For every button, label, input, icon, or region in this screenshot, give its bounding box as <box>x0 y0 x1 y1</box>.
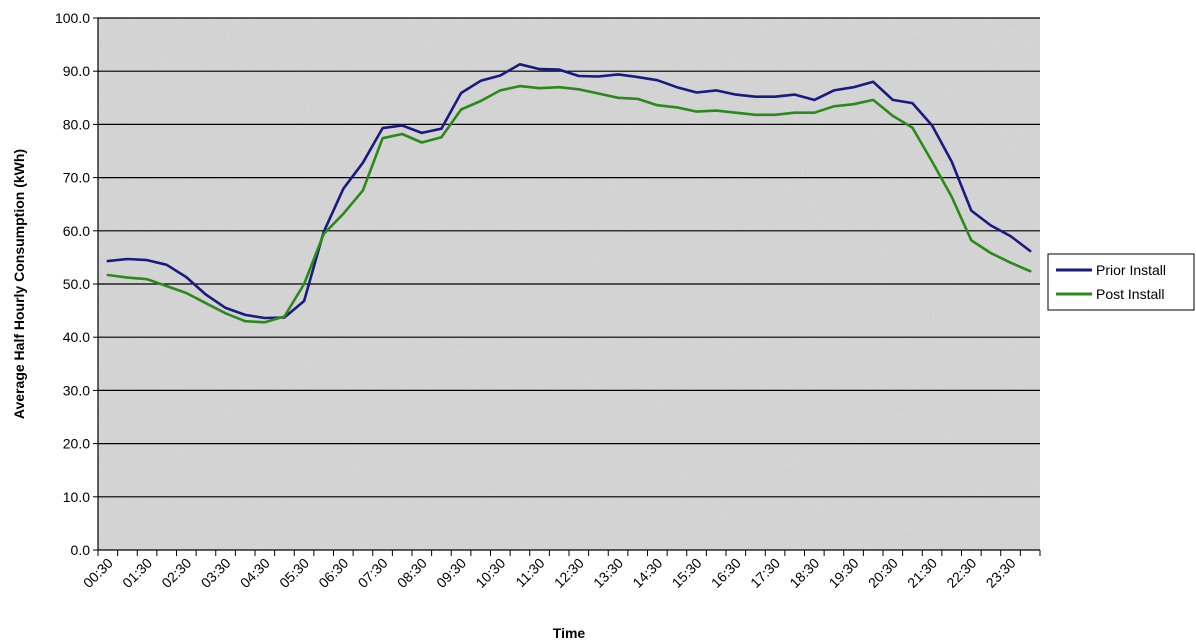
x-tick-label: 18:30 <box>786 555 822 591</box>
y-tick-label: 40.0 <box>63 329 90 345</box>
x-tick-label: 06:30 <box>315 555 351 591</box>
y-tick-label: 60.0 <box>63 223 90 239</box>
axes <box>93 17 1041 556</box>
x-tick-label: 17:30 <box>747 555 783 591</box>
y-axis-title: Average Half Hourly Consumption (kWh) <box>11 149 27 419</box>
x-tick-label: 00:30 <box>80 555 116 591</box>
x-tick-label: 21:30 <box>904 555 940 591</box>
gridlines <box>98 17 1040 498</box>
series-lines <box>106 63 1032 324</box>
x-tick-label: 12:30 <box>551 555 587 591</box>
x-tick-label: 01:30 <box>119 555 155 591</box>
legend-box <box>1047 253 1195 311</box>
legend: Prior Install Post Install <box>1047 253 1195 311</box>
legend-label: Prior Install <box>1096 262 1166 278</box>
x-axis-title: Time <box>553 625 586 641</box>
x-tick-label: 05:30 <box>276 555 312 591</box>
y-tick-label: 90.0 <box>63 63 90 79</box>
x-tick-label: 19:30 <box>826 555 862 591</box>
y-tick-label: 100.0 <box>55 10 90 26</box>
x-tick-label: 20:30 <box>865 555 901 591</box>
x-tick-label: 15:30 <box>669 555 705 591</box>
y-tick-label: 80.0 <box>63 116 90 132</box>
x-tick-label: 07:30 <box>355 555 391 591</box>
y-tick-label: 20.0 <box>63 436 90 452</box>
x-tick-label: 23:30 <box>983 555 1019 591</box>
x-tick-label: 09:30 <box>433 555 469 591</box>
y-tick-label: 30.0 <box>63 382 90 398</box>
x-tick-label: 11:30 <box>512 555 548 591</box>
x-tick-label: 14:30 <box>629 555 665 591</box>
y-tick-label: 70.0 <box>63 170 90 186</box>
legend-label: Post Install <box>1096 286 1164 302</box>
y-tick-label: 0.0 <box>71 542 91 558</box>
x-tick-label: 22:30 <box>943 555 979 591</box>
x-tick-label: 02:30 <box>158 555 194 591</box>
y-tick-label: 10.0 <box>63 489 90 505</box>
series-line-prior-install <box>106 63 1032 320</box>
x-tick-label: 04:30 <box>237 555 273 591</box>
x-tick-label: 10:30 <box>472 555 508 591</box>
x-tick-label: 13:30 <box>590 555 626 591</box>
series-line-post-install <box>106 84 1032 324</box>
x-tick-label: 03:30 <box>198 555 234 591</box>
y-tick-label: 50.0 <box>63 276 90 292</box>
x-tick-label: 08:30 <box>394 555 430 591</box>
x-tick-label: 16:30 <box>708 555 744 591</box>
